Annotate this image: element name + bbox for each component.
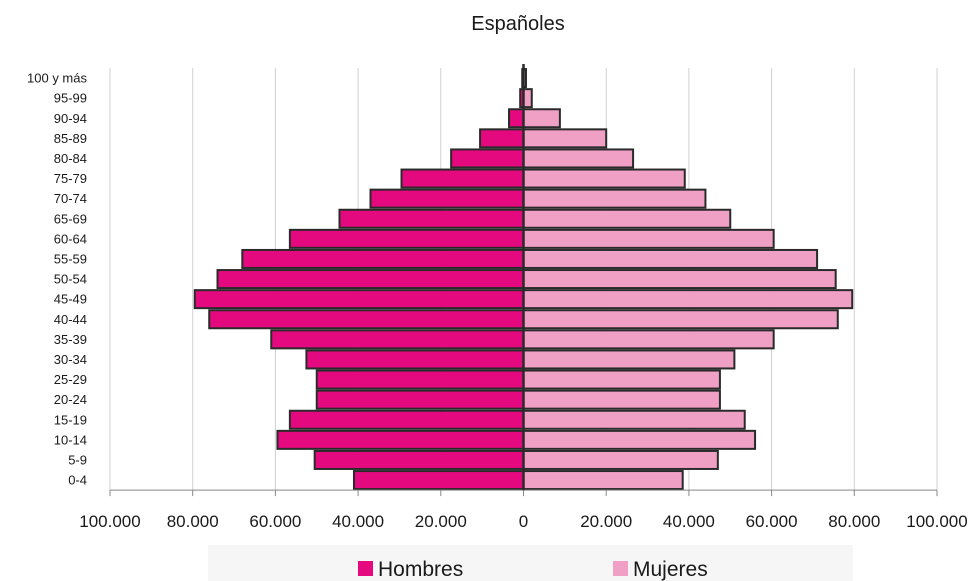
y-category-label: 15-19 (54, 412, 87, 427)
legend-label-hombres: Hombres (378, 558, 463, 581)
bar-mujeres (522, 108, 561, 129)
bar-hombres (315, 389, 525, 410)
bar-hombres (241, 248, 525, 269)
bar-mujeres (522, 269, 837, 290)
y-category-label: 90-94 (54, 111, 87, 126)
bar-mujeres (522, 449, 719, 470)
bar-hombres (338, 208, 525, 229)
y-category-label: 100 y más (27, 71, 87, 86)
x-tick-label: 60.000 (746, 512, 798, 531)
x-tick-label: 40.000 (663, 512, 715, 531)
bar-hombres (352, 470, 525, 491)
bar-mujeres (522, 148, 635, 169)
legend-swatch-hombres (358, 561, 373, 576)
y-category-label: 30-34 (54, 352, 87, 367)
y-category-label: 80-84 (54, 151, 87, 166)
y-category-label: 70-74 (54, 191, 87, 206)
x-tick-label: 100.000 (906, 512, 967, 531)
bar-hombres (270, 329, 525, 350)
y-category-label: 75-79 (54, 171, 87, 186)
bar-mujeres (522, 409, 746, 430)
bars (193, 68, 854, 491)
bar-hombres (313, 449, 525, 470)
y-category-label: 10-14 (54, 432, 87, 447)
legend: Hombres Mujeres (208, 545, 853, 581)
bar-mujeres (522, 128, 608, 149)
x-tick-label: 40.000 (332, 512, 384, 531)
bar-hombres (193, 289, 525, 310)
bar-hombres (208, 309, 525, 330)
bar-hombres (508, 108, 525, 129)
bar-mujeres (522, 168, 686, 189)
bar-hombres (450, 148, 525, 169)
y-category-label: 35-39 (54, 332, 87, 347)
y-category-label: 55-59 (54, 251, 87, 266)
bar-hombres (400, 168, 525, 189)
x-tick-label: 20.000 (415, 512, 467, 531)
x-tick-label: 100.000 (79, 512, 140, 531)
bar-hombres (288, 228, 525, 249)
bar-hombres (216, 269, 525, 290)
bar-mujeres (522, 470, 684, 491)
bar-mujeres (522, 208, 732, 229)
y-category-label: 0-4 (68, 473, 87, 488)
y-category-label: 40-44 (54, 312, 87, 327)
bar-hombres (479, 128, 525, 149)
bar-mujeres (522, 309, 839, 330)
x-tick-label: 60.000 (249, 512, 301, 531)
y-axis-labels: 100 y más 95-99 90-94 85-89 80-84 75-79 70-74 6… (27, 71, 87, 488)
x-tick-label: 80.000 (828, 512, 880, 531)
bar-hombres (305, 349, 525, 370)
legend-label-mujeres: Mujeres (633, 558, 708, 581)
y-category-label: 20-24 (54, 392, 87, 407)
bar-mujeres (522, 329, 775, 350)
bar-hombres (288, 409, 525, 430)
y-category-label: 65-69 (54, 211, 87, 226)
y-category-label: 50-54 (54, 272, 87, 287)
x-tick-label: 0 (519, 512, 528, 531)
bar-hombres (369, 188, 525, 209)
bar-hombres (315, 369, 525, 390)
y-category-label: 60-64 (54, 231, 87, 246)
bar-mujeres (522, 389, 721, 410)
x-tick-label: 20.000 (580, 512, 632, 531)
bar-mujeres (522, 248, 819, 269)
bar-mujeres (522, 349, 736, 370)
bar-hombres (276, 429, 525, 450)
legend-swatch-mujeres (613, 561, 628, 576)
y-category-label: 85-89 (54, 131, 87, 146)
bar-mujeres (522, 289, 854, 310)
legend-background (208, 545, 853, 581)
x-axis-labels: 100.000 80.000 60.000 40.000 20.000 0 20.000 40… (79, 512, 967, 531)
bar-mujeres (522, 188, 707, 209)
y-category-label: 45-49 (54, 292, 87, 307)
y-category-label: 25-29 (54, 372, 87, 387)
axes (109, 64, 938, 497)
y-category-label: 95-99 (54, 91, 87, 106)
chart-title: Españoles (471, 13, 564, 35)
bar-mujeres (522, 429, 757, 450)
y-category-label: 5-9 (68, 452, 87, 467)
bar-mujeres (522, 228, 775, 249)
x-tick-label: 80.000 (167, 512, 219, 531)
bar-mujeres (522, 369, 721, 390)
